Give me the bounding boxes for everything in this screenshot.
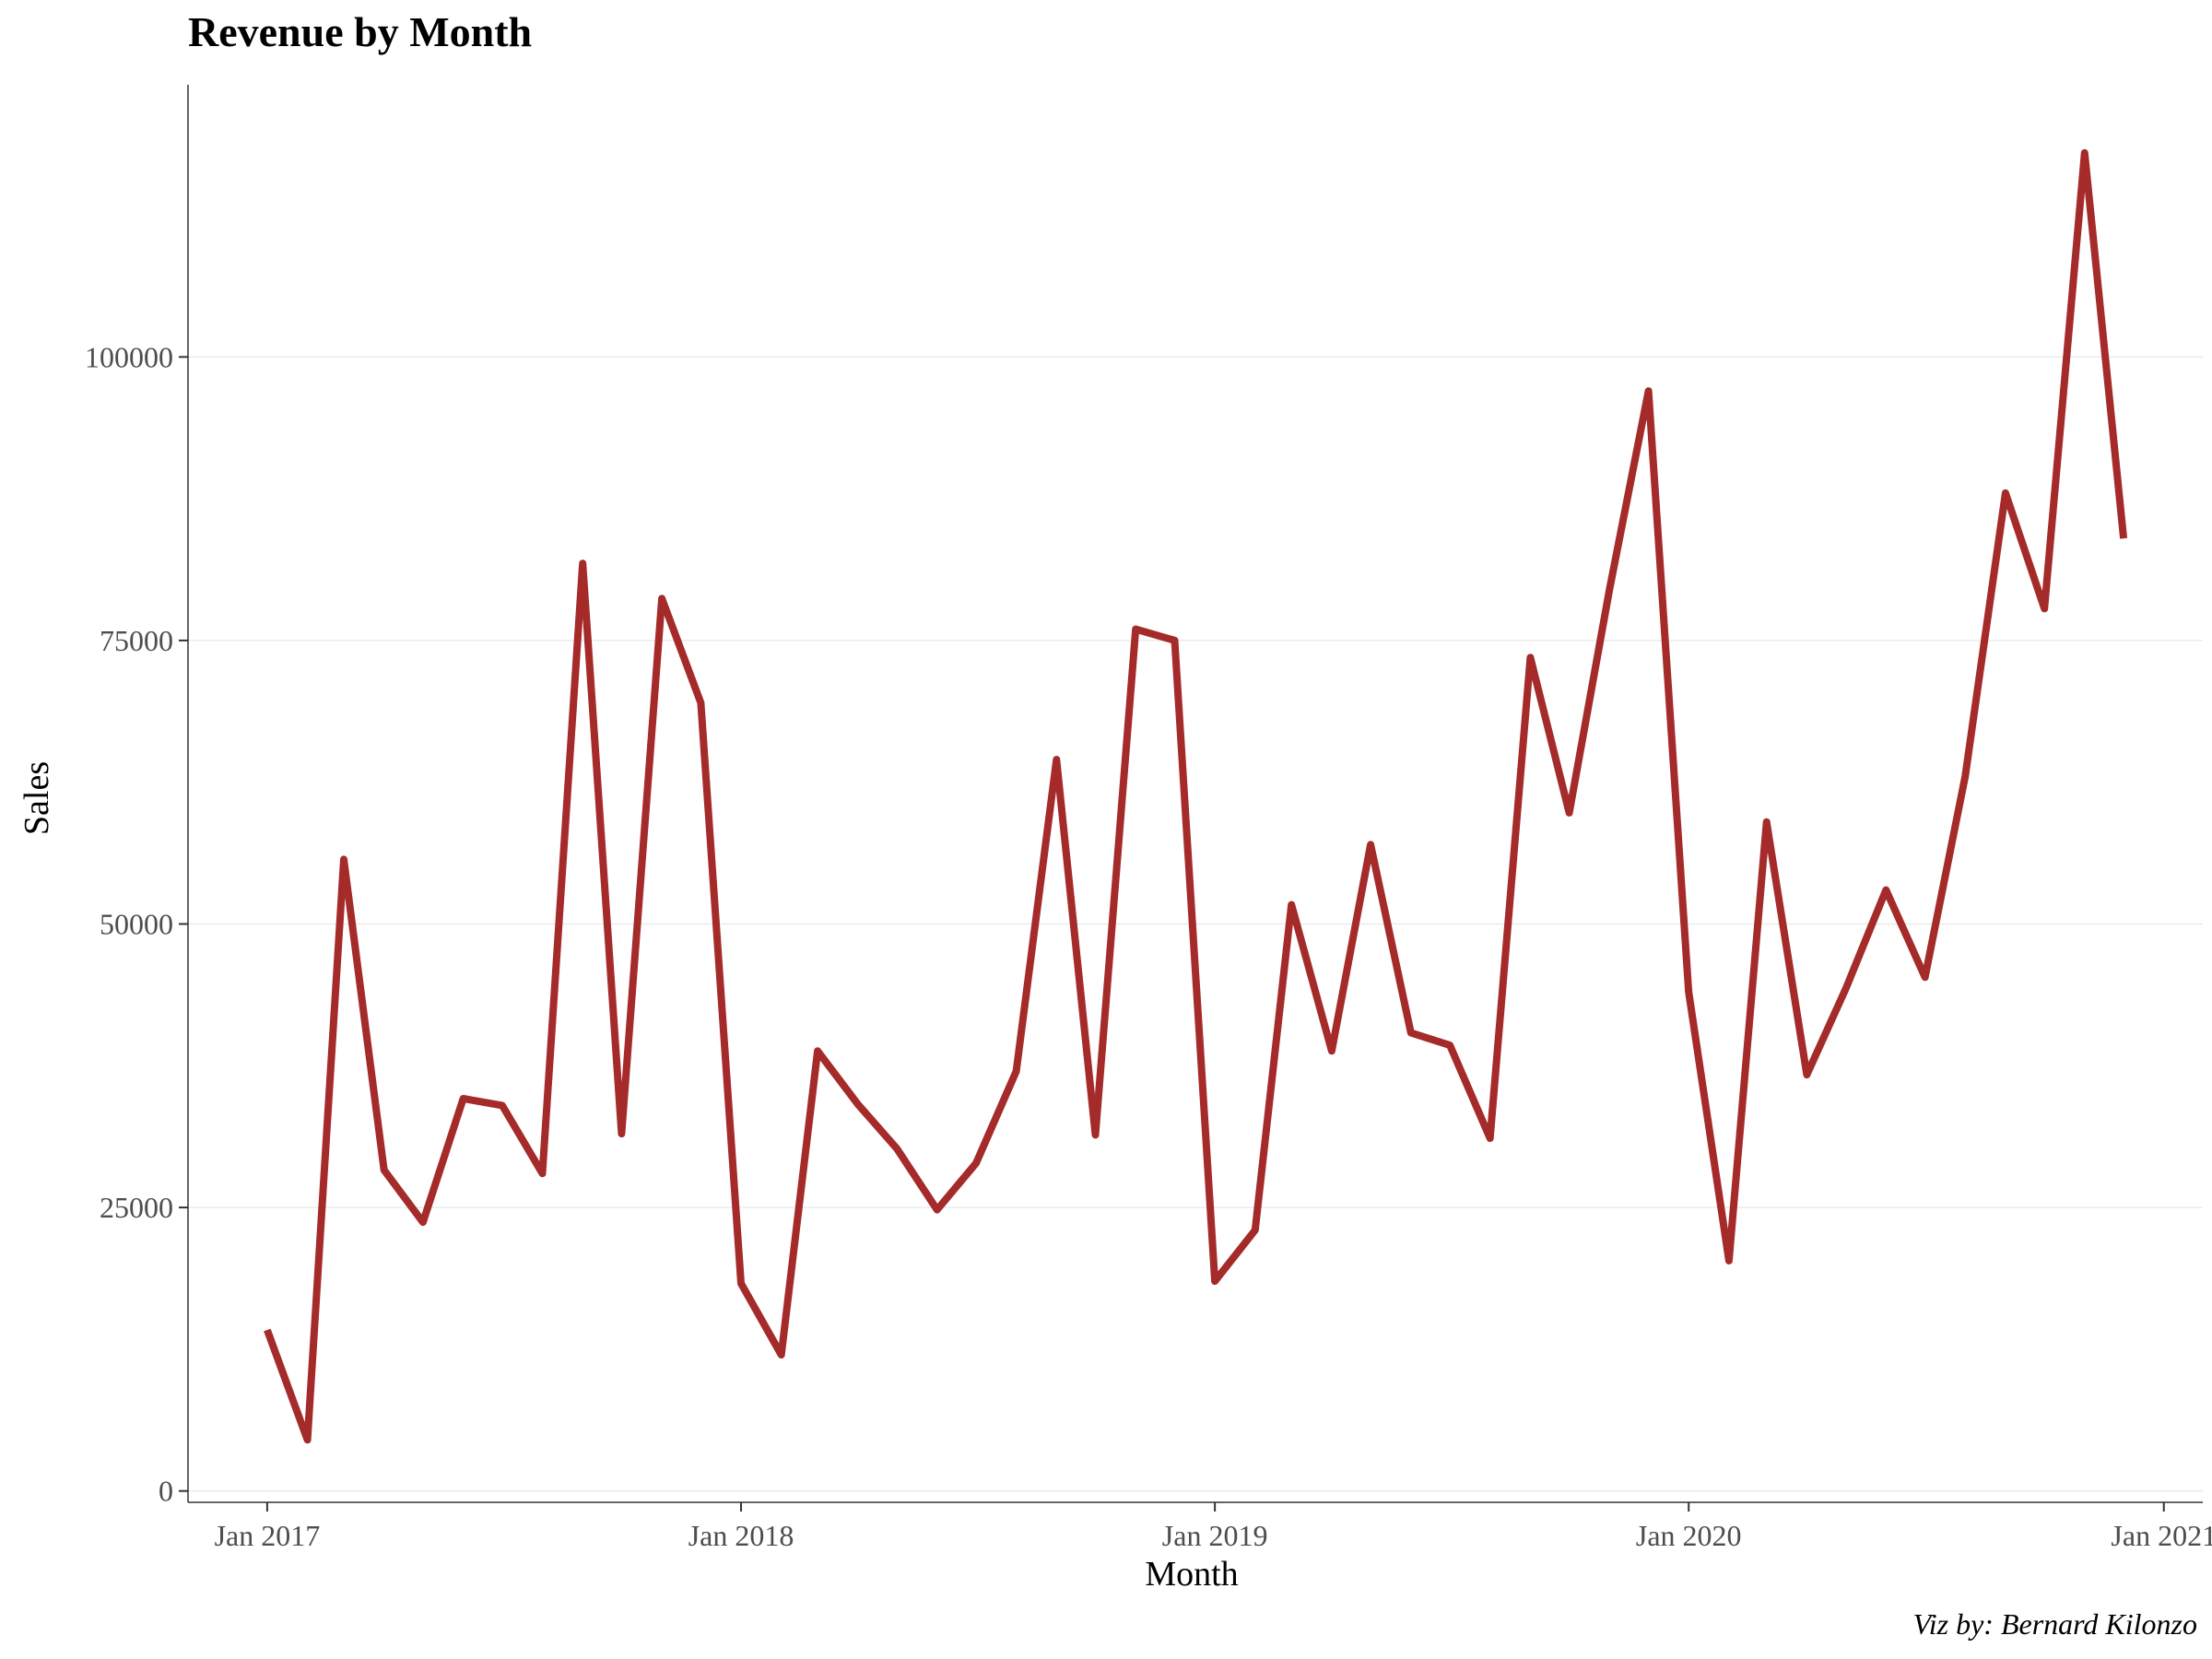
y-tick-label: 0 xyxy=(159,1475,173,1508)
x-tick-label: Jan 2020 xyxy=(1636,1519,1742,1552)
y-tick-label: 100000 xyxy=(85,340,173,373)
x-tick-label: Jan 2019 xyxy=(1162,1519,1268,1552)
x-tick-label: Jan 2021 xyxy=(2111,1519,2212,1552)
x-tick-label: Jan 2017 xyxy=(215,1519,321,1552)
y-tick-label: 25000 xyxy=(100,1191,173,1224)
tick-labels: 0 25000 50000 75000 100000 Jan 2017 Jan 2018 Ja… xyxy=(85,340,2212,1552)
chart-caption: Viz by: Bernard Kilonzo xyxy=(1912,1607,2197,1641)
y-tick-label: 50000 xyxy=(100,907,173,940)
y-tick-label: 75000 xyxy=(100,624,173,657)
revenue-line xyxy=(264,148,2128,1444)
x-axis-title: Month xyxy=(1145,1555,1238,1594)
chart-title: Revenue by Month xyxy=(188,8,533,55)
x-tick-label: Jan 2018 xyxy=(688,1519,794,1552)
axes xyxy=(179,85,2203,1512)
y-axis-title: Sales xyxy=(18,761,56,835)
series-layer xyxy=(264,148,2128,1444)
